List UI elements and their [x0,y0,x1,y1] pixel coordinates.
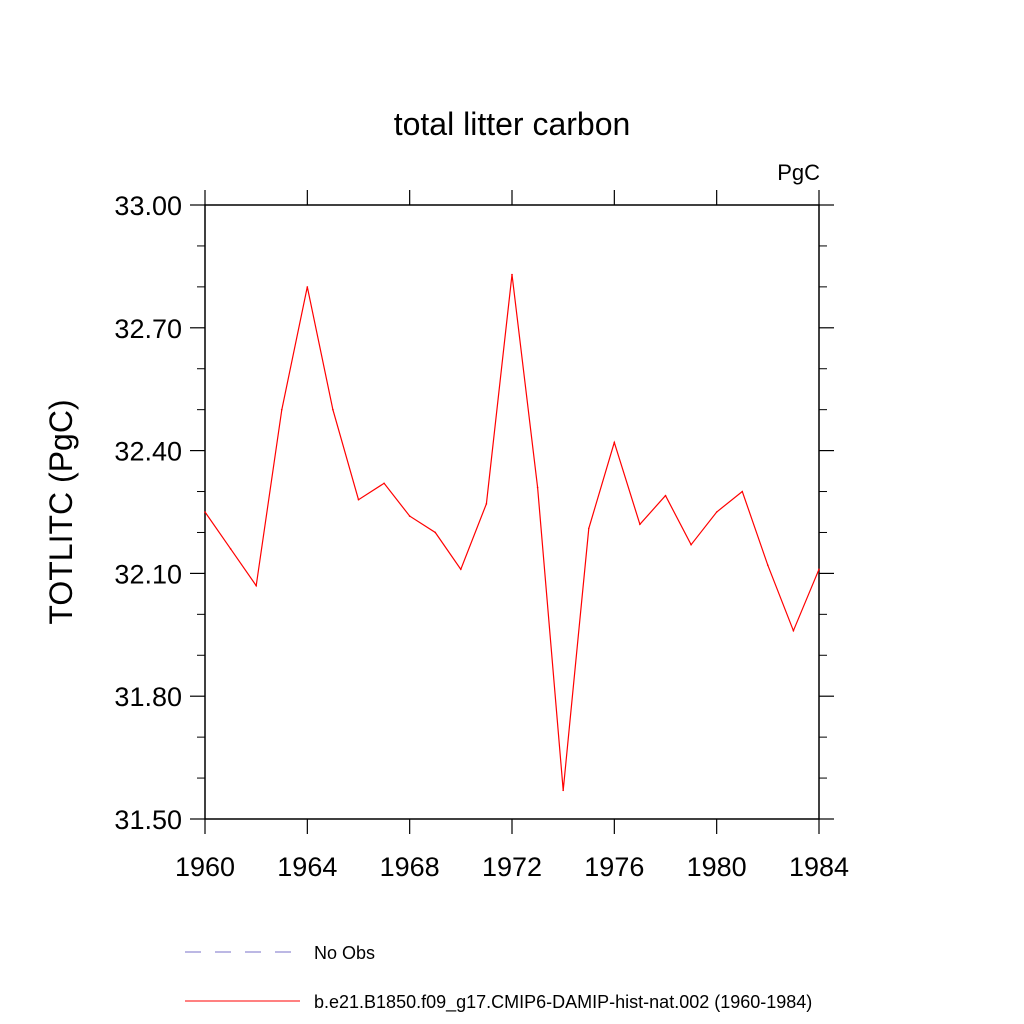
data-point [639,523,641,526]
data-point [562,789,564,792]
units-label: PgC [777,160,820,185]
x-tick-label: 1960 [175,852,235,882]
legend: No Obs b.e21.B1850.f09_g17.CMIP6-DAMIP-hi… [185,943,812,1013]
legend-label: No Obs [314,943,375,963]
data-point [460,568,462,571]
legend-label: b.e21.B1850.f09_g17.CMIP6-DAMIP-hist-nat… [314,992,812,1013]
data-point [792,629,795,632]
x-tick-label: 1972 [482,852,542,882]
x-axis-ticks: 1960 1964 1968 1972 1976 1980 1984 [175,190,849,882]
data-point [306,286,309,288]
plot-frame [204,204,820,820]
y-axis-label: TOTLITC (PgC) [43,399,79,624]
data-point [332,408,334,411]
data-point [408,515,411,517]
data-point [204,511,206,513]
data-point [613,441,616,444]
data-point [715,511,718,513]
data-point [434,531,437,534]
x-tick-label: 1980 [687,852,747,882]
data-point [536,486,539,489]
y-tick-label: 32.40 [114,437,182,467]
y-tick-label: 31.50 [114,805,182,835]
data-point [818,568,820,571]
data-point [280,408,283,411]
x-tick-label: 1964 [277,852,337,882]
series-layer [204,273,820,792]
y-axis-ticks: 31.50 31.80 32.10 32.40 32.70 33.00 [114,191,834,835]
data-point [229,548,232,550]
data-point [357,498,360,501]
data-point [664,494,667,497]
chart-title: total litter carbon [394,106,631,142]
x-tick-label: 1968 [380,852,440,882]
x-tick-label: 1976 [584,852,644,882]
data-point [690,543,692,546]
y-tick-label: 32.10 [114,559,182,589]
x-tick-label: 1984 [789,852,849,882]
y-tick-label: 31.80 [114,682,182,712]
y-tick-label: 33.00 [114,191,182,221]
series-line [204,274,820,791]
data-point [767,564,769,567]
y-tick-label: 32.70 [114,314,182,344]
data-point [741,490,744,493]
data-point [255,584,257,587]
data-point [485,503,488,505]
data-point [383,482,385,485]
data-point [511,273,513,276]
data-point [587,527,590,530]
